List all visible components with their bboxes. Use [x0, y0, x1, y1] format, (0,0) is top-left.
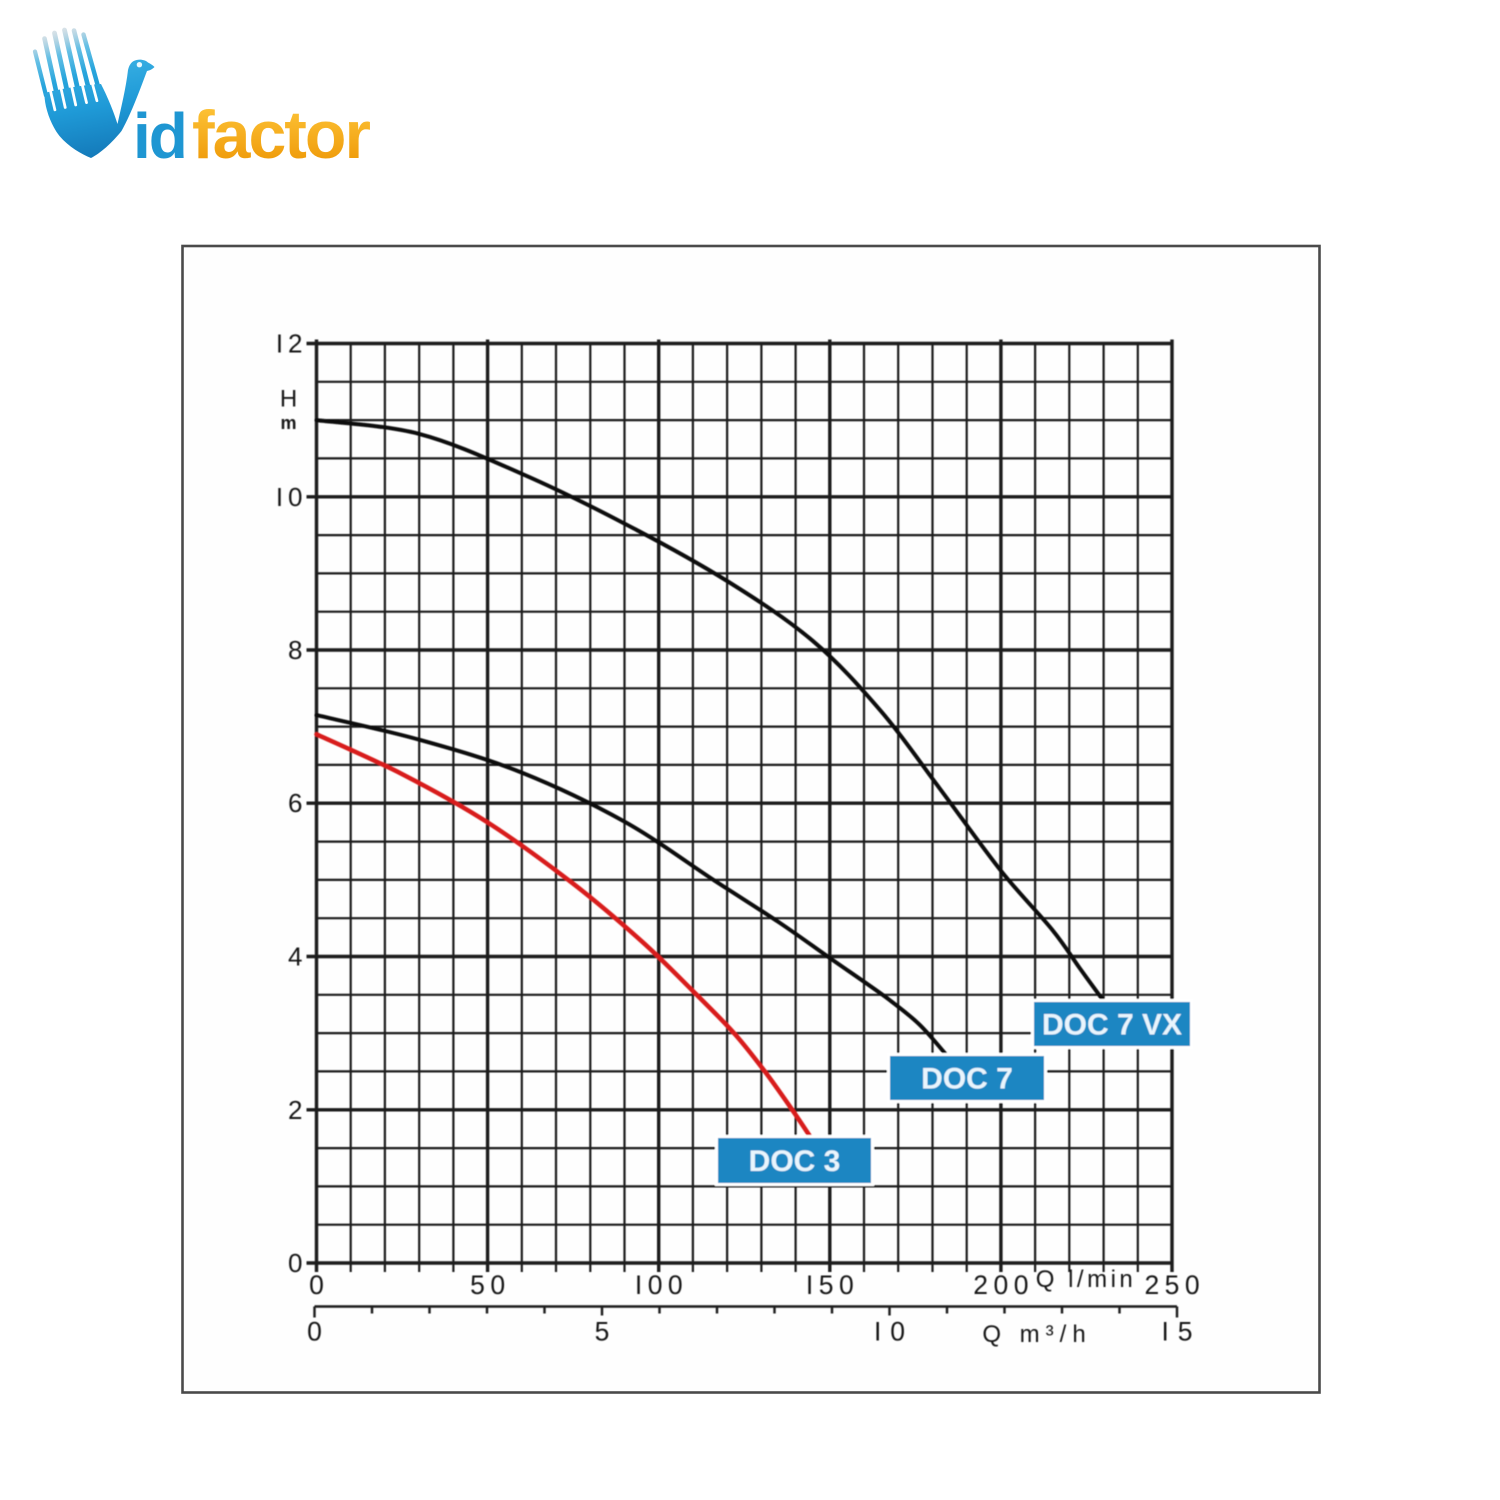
svg-text:Q l/min: Q l/min	[1036, 1266, 1137, 1293]
svg-text:id: id	[133, 100, 186, 172]
svg-text:H: H	[280, 386, 297, 413]
svg-text:0: 0	[309, 1270, 329, 1300]
svg-text:8: 8	[288, 635, 307, 665]
svg-text:DOC 3: DOC 3	[749, 1145, 841, 1178]
svg-text:Q m³/h: Q m³/h	[982, 1321, 1091, 1348]
svg-text:250: 250	[1144, 1270, 1205, 1300]
svg-text:2: 2	[288, 1095, 307, 1125]
svg-text:I50: I50	[806, 1270, 859, 1300]
svg-text:I2: I2	[276, 329, 308, 359]
svg-text:I00: I00	[635, 1270, 688, 1300]
svg-text:4: 4	[288, 942, 307, 972]
svg-text:m: m	[280, 413, 296, 433]
svg-text:I5: I5	[1161, 1317, 1201, 1347]
svg-text:5: 5	[595, 1317, 615, 1347]
svg-text:DOC 7: DOC 7	[921, 1063, 1013, 1096]
svg-text:I0: I0	[276, 482, 308, 512]
svg-text:50: 50	[470, 1270, 510, 1300]
svg-text:I0: I0	[874, 1317, 914, 1347]
svg-text:DOC 7 VX: DOC 7 VX	[1042, 1009, 1182, 1042]
svg-text:0: 0	[288, 1248, 307, 1278]
svg-text:200: 200	[973, 1270, 1034, 1300]
svg-text:0: 0	[307, 1317, 327, 1347]
svg-text:factor: factor	[192, 97, 370, 173]
svg-text:6: 6	[288, 788, 307, 818]
